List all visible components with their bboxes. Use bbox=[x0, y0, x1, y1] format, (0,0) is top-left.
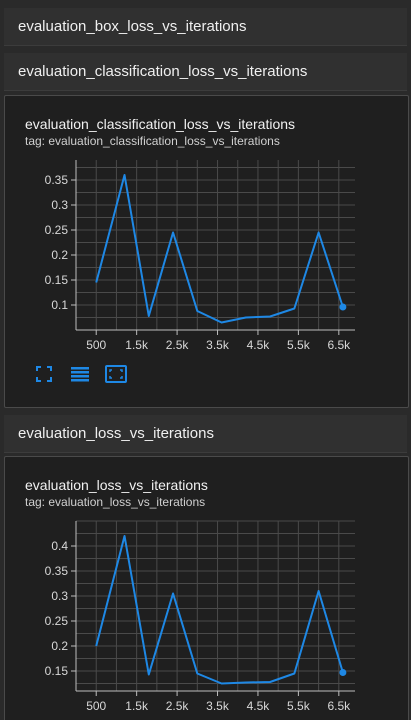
line-chart[interactable]: 0.1 0.15 0.2 0.25 0.3 0.35 500 1.5k 2.5k 3.5k 4.5k… bbox=[5, 96, 410, 409]
x-tick-label: 2.5k bbox=[166, 699, 190, 713]
y-tick-label: 0.4 bbox=[51, 539, 68, 553]
y-tick-label: 0.25 bbox=[45, 614, 69, 628]
x-tick-label: 500 bbox=[86, 699, 106, 713]
y-tick-label: 0.2 bbox=[51, 639, 68, 653]
line-chart[interactable]: 0.15 0.2 0.25 0.3 0.35 0.4 500 1.5k 2.5k 3.5k 4.5k… bbox=[5, 457, 410, 720]
y-tick-label: 0.15 bbox=[45, 664, 69, 678]
x-tick-label: 1.5k bbox=[125, 699, 149, 713]
x-tick-label: 5.5k bbox=[287, 699, 311, 713]
y-tick-label: 0.35 bbox=[45, 173, 69, 187]
x-tick-label: 1.5k bbox=[125, 338, 149, 352]
toggle-log-scale-icon[interactable] bbox=[69, 364, 91, 384]
chart-title: evaluation_loss_vs_iterations bbox=[25, 477, 208, 493]
x-tick-label: 4.5k bbox=[247, 338, 271, 352]
section-header-label: evaluation_loss_vs_iterations bbox=[18, 425, 214, 442]
chart-title: evaluation_classification_loss_vs_iterat… bbox=[25, 116, 296, 132]
section-header-box-loss[interactable]: evaluation_box_loss_vs_iterations bbox=[4, 8, 407, 46]
x-tick-label: 5.5k bbox=[287, 338, 311, 352]
section-header-classification-loss[interactable]: evaluation_classification_loss_vs_iterat… bbox=[4, 53, 407, 91]
x-tick-label: 3.5k bbox=[206, 338, 230, 352]
series-line bbox=[95, 174, 344, 324]
y-tick-label: 0.25 bbox=[45, 223, 69, 237]
y-tick-label: 0.3 bbox=[51, 589, 68, 603]
series-line bbox=[95, 535, 344, 685]
x-tick-label: 3.5k bbox=[206, 699, 230, 713]
x-tick-label: 6.5k bbox=[327, 699, 351, 713]
y-tick-label: 0.1 bbox=[51, 298, 68, 312]
x-tick-label: 6.5k bbox=[327, 338, 351, 352]
y-tick-label: 0.15 bbox=[45, 273, 69, 287]
chart-card-loss: evaluation_loss_vs_iterations tag: evalu… bbox=[4, 456, 409, 720]
chart-tag: tag: evaluation_classification_loss_vs_i… bbox=[25, 134, 280, 148]
section-header-loss[interactable]: evaluation_loss_vs_iterations bbox=[4, 415, 407, 453]
x-tick-label: 4.5k bbox=[247, 699, 271, 713]
x-tick-label: 500 bbox=[86, 338, 106, 352]
chart-toolbar bbox=[33, 364, 127, 384]
chart-card-classification-loss: evaluation_classification_loss_vs_iterat… bbox=[4, 95, 409, 408]
section-header-label: evaluation_classification_loss_vs_iterat… bbox=[18, 63, 308, 80]
fullscreen-icon[interactable] bbox=[33, 364, 55, 384]
y-tick-label: 0.2 bbox=[51, 248, 68, 262]
chart-tag: tag: evaluation_loss_vs_iterations bbox=[25, 495, 206, 509]
series-last-point bbox=[339, 669, 347, 676]
y-tick-label: 0.35 bbox=[45, 564, 69, 578]
section-header-label: evaluation_box_loss_vs_iterations bbox=[18, 18, 247, 35]
fit-domain-icon[interactable] bbox=[105, 364, 127, 384]
y-tick-label: 0.3 bbox=[51, 198, 68, 212]
x-tick-label: 2.5k bbox=[166, 338, 190, 352]
series-last-point bbox=[339, 303, 347, 311]
